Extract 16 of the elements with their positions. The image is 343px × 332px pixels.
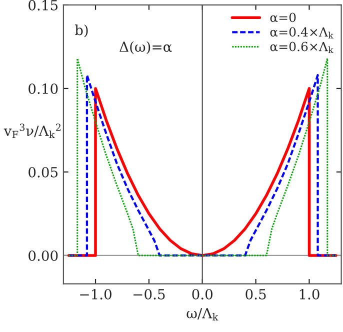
legend-label: α=0.4×Λ$_{k}$: [270, 27, 334, 38]
x-tick-label: −0.5: [134, 288, 165, 300]
annotation: Δ(ω)=α: [120, 41, 172, 54]
y-axis-title: v$_{F}$$^{3}$ν/Λ$_{k}$$^{2}$: [4, 124, 61, 138]
y-tick-label: 0.00: [28, 250, 58, 261]
legend-label: α=0: [270, 12, 296, 22]
x-axis-title: ω/Λ$_{k}$: [186, 308, 218, 320]
y-tick-label: 0.10: [28, 83, 58, 94]
y-tick-label: 0.05: [28, 166, 58, 178]
x-tick-label: 0.5: [246, 288, 266, 300]
x-tick-label: 1.0: [300, 288, 320, 300]
legend-label: α=0.6×Λ$_{k}$: [270, 42, 334, 54]
x-tick-label: 0.0: [192, 288, 212, 300]
annotation: b): [74, 24, 88, 38]
y-tick-label: 0.15: [28, 0, 58, 10]
x-tick-label: −1.0: [80, 288, 112, 300]
